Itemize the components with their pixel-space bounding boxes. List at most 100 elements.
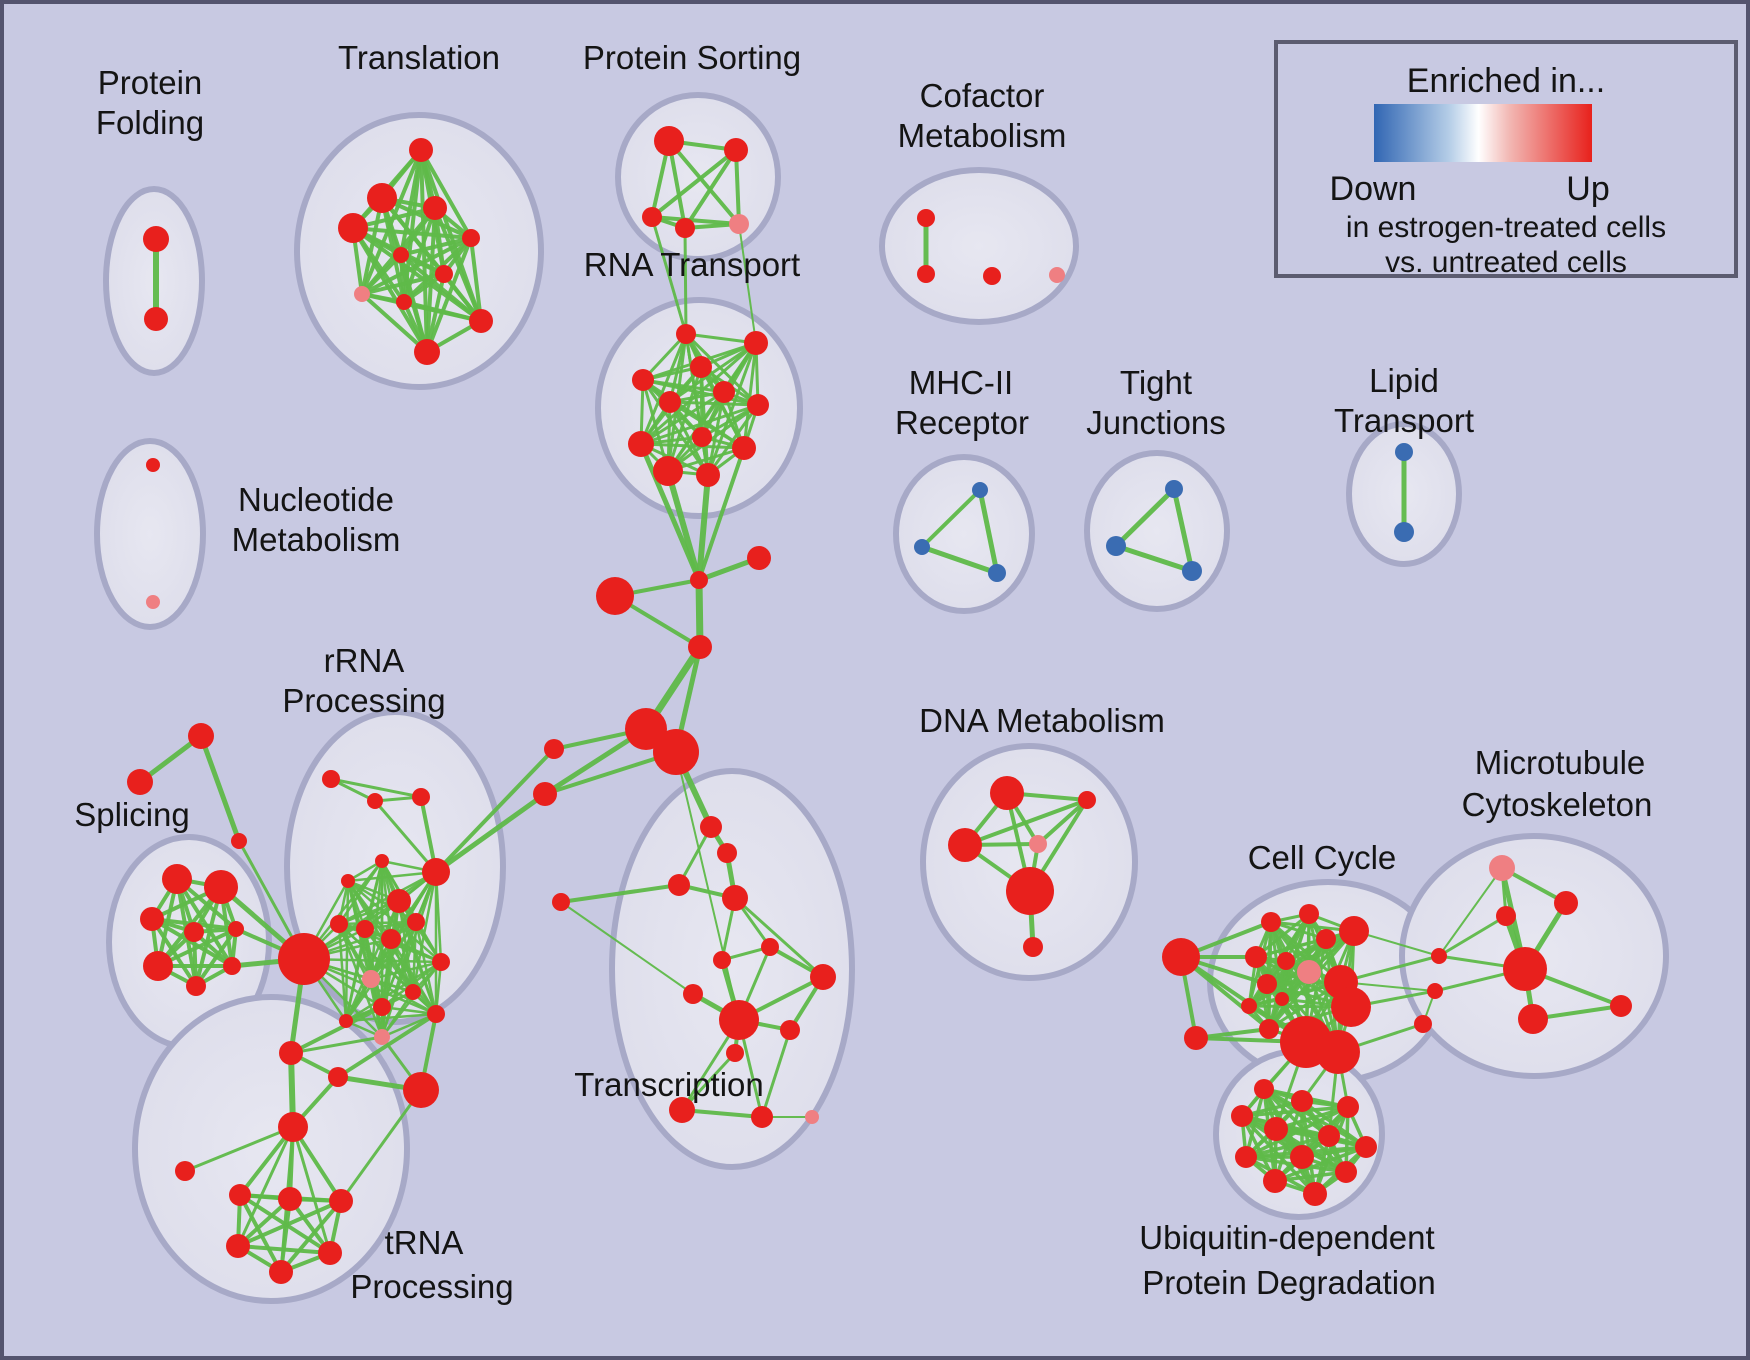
network-edge [360, 292, 429, 354]
network-node [231, 833, 247, 849]
network-node [322, 770, 340, 788]
network-node [387, 889, 411, 913]
network-edge [289, 1035, 384, 1055]
network-edge [683, 148, 738, 230]
network-edge [697, 446, 746, 582]
network-node [462, 229, 480, 247]
legend: Enriched in... Down Up in estrogen-treat… [1274, 40, 1738, 279]
network-node [1395, 443, 1413, 461]
network-node [184, 922, 204, 942]
network-node [318, 1241, 342, 1265]
network-node [1489, 855, 1515, 881]
network-edge [742, 341, 758, 450]
network-node [405, 984, 421, 1000]
network-node [1264, 1117, 1288, 1141]
network-node [917, 209, 935, 227]
cluster-ellipse-cofactor-metabolism [879, 167, 1079, 325]
network-node [412, 788, 430, 806]
network-edge [419, 148, 473, 240]
network-edge [760, 1028, 792, 1119]
network-node [653, 729, 699, 775]
network-edge [1240, 1105, 1350, 1118]
network-node [1235, 1146, 1257, 1168]
network-node [362, 970, 380, 988]
network-edge [683, 226, 688, 336]
network-node [1299, 904, 1319, 924]
network-node [719, 1000, 759, 1040]
network-node [278, 1187, 302, 1211]
network-node [367, 793, 383, 809]
network-node [552, 893, 570, 911]
network-edge [194, 885, 223, 988]
network-node [435, 265, 453, 283]
network-edge [1244, 1134, 1331, 1159]
network-node [1339, 916, 1369, 946]
network-node [422, 858, 450, 886]
network-node [1394, 522, 1414, 542]
network-edge [706, 403, 760, 477]
cluster-label-tight-junctions: Junctions [1086, 404, 1225, 441]
network-node [269, 1260, 293, 1284]
cluster-label-lipid-transport: Transport [1334, 402, 1474, 439]
network-edge [346, 879, 418, 924]
network-node [690, 571, 708, 589]
network-node [278, 933, 330, 985]
network-node [659, 391, 681, 413]
network-node [403, 1072, 439, 1108]
cluster-ellipse-nucleotide-metabolism [94, 438, 206, 630]
network-node [354, 286, 370, 302]
network-edge [279, 1199, 343, 1274]
network-node [625, 708, 667, 750]
network-node [990, 776, 1024, 810]
network-node [144, 307, 168, 331]
network-node [1023, 937, 1043, 957]
network-node [1610, 995, 1632, 1017]
network-node [140, 907, 164, 931]
network-node [396, 294, 412, 310]
cluster-label-cell-cycle: Cell Cycle [1248, 839, 1397, 876]
network-edge [665, 468, 702, 583]
legend-up-label: Up [1566, 170, 1609, 208]
network-node [722, 885, 748, 911]
network-node [188, 723, 214, 749]
network-edge [380, 1005, 438, 1016]
network-node [729, 214, 749, 234]
network-edge [680, 1108, 764, 1119]
network-edge [738, 223, 757, 344]
network-edge [344, 960, 443, 1023]
network-node [226, 1234, 250, 1258]
network-node [204, 870, 238, 904]
network-edge [344, 879, 350, 1023]
network-edge [183, 1125, 295, 1173]
network-node [330, 915, 348, 933]
network-edge [329, 777, 423, 799]
network-node [683, 984, 703, 1004]
network-edge [677, 825, 713, 887]
network-edge [433, 791, 548, 875]
network-node [1331, 987, 1371, 1027]
network-edge [434, 747, 556, 874]
network-node [713, 951, 731, 969]
network-node [1335, 1161, 1357, 1183]
cluster-label-mhc-ii-receptor: MHC-II [909, 364, 1013, 401]
network-edge [369, 960, 443, 981]
network-node [810, 964, 836, 990]
network-node [186, 976, 206, 996]
network-node [632, 369, 654, 391]
network-node [780, 1020, 800, 1040]
network-node [375, 854, 389, 868]
cluster-label-mhc-ii-receptor: Receptor [895, 404, 1029, 441]
network-node [409, 138, 433, 162]
cluster-label-trna-processing: tRNA [385, 1224, 464, 1261]
legend-subtitle-line2: vs. untreated cells [1385, 246, 1627, 279]
network-node [700, 816, 722, 838]
network-node [329, 1189, 353, 1213]
network-node [692, 427, 712, 447]
network-edge [236, 1125, 295, 1248]
network-edge [559, 883, 681, 904]
legend-subtitle-line1: in estrogen-treated cells [1346, 211, 1666, 244]
network-node [229, 1184, 251, 1206]
network-edge [650, 215, 688, 336]
network-node [668, 874, 690, 896]
